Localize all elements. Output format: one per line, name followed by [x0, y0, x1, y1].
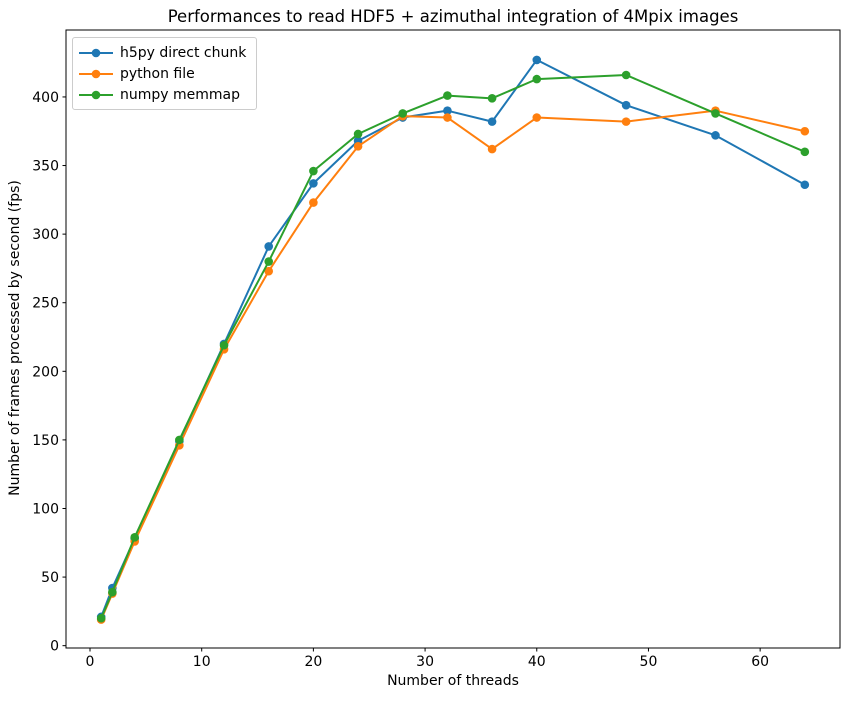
- data-point-h5py-direct-chunk-64: [800, 180, 810, 190]
- data-point-python-file-20: [309, 198, 318, 207]
- legend-label: h5py direct chunk: [120, 44, 247, 61]
- legend-line-marker-icon: [79, 69, 113, 78]
- y-tick-label: 350: [32, 159, 59, 175]
- chart-title: Performances to read HDF5 + azimuthal in…: [167, 7, 739, 26]
- legend-line-marker-icon: [79, 48, 113, 57]
- data-point-h5py-direct-chunk-36: [487, 117, 497, 126]
- legend-label: numpy memmap: [120, 86, 240, 103]
- y-tick-label: 100: [32, 501, 59, 517]
- y-tick-label: 250: [32, 296, 59, 312]
- y-tick-label: 400: [32, 90, 59, 106]
- y-tick-label: 200: [32, 364, 59, 380]
- axes-frame: [65, 29, 841, 649]
- data-point-numpy-memmap-4: [130, 532, 139, 542]
- data-point-h5py-direct-chunk-40: [532, 55, 542, 65]
- data-point-numpy-memmap-2: [108, 587, 117, 597]
- legend-entry-python-file: python file: [79, 63, 246, 84]
- data-point-numpy-memmap-36: [487, 94, 497, 103]
- data-point-python-file-24: [353, 142, 363, 151]
- y-tick-label: 150: [32, 433, 59, 449]
- data-point-h5py-direct-chunk-20: [309, 179, 318, 188]
- data-point-python-file-48: [621, 117, 631, 126]
- x-axis-label: Number of threads: [387, 673, 519, 689]
- legend-line-marker-icon: [79, 90, 113, 99]
- legend-entry-numpy-memmap: numpy memmap: [79, 84, 246, 105]
- data-point-numpy-memmap-64: [800, 147, 810, 157]
- x-tick-label: 60: [751, 654, 769, 670]
- legend-entry-h5py-direct-chunk: h5py direct chunk: [79, 42, 246, 63]
- data-point-numpy-memmap-16: [264, 257, 274, 266]
- data-point-numpy-memmap-12: [219, 340, 229, 350]
- x-tick-label: 10: [193, 654, 211, 670]
- data-point-python-file-32: [443, 113, 452, 122]
- data-point-numpy-memmap-56: [711, 109, 720, 118]
- data-point-python-file-16: [264, 266, 274, 276]
- y-tick-label: 50: [41, 570, 59, 586]
- data-point-numpy-memmap-28: [398, 109, 408, 118]
- series-line-python-file: [100, 109, 806, 620]
- x-tick-label: 20: [304, 654, 322, 670]
- data-point-numpy-memmap-48: [621, 70, 631, 80]
- data-point-h5py-direct-chunk-56: [711, 131, 720, 140]
- x-tick-label: 40: [528, 654, 546, 670]
- data-point-numpy-memmap-40: [532, 74, 542, 84]
- data-point-h5py-direct-chunk-48: [621, 100, 631, 110]
- y-axis-label: Number of frames processed by second (fp…: [7, 180, 23, 496]
- data-point-python-file-64: [800, 126, 810, 136]
- data-point-h5py-direct-chunk-16: [264, 242, 274, 251]
- data-point-python-file-40: [532, 113, 542, 122]
- data-point-h5py-direct-chunk-32: [443, 106, 452, 115]
- data-point-numpy-memmap-24: [353, 129, 363, 139]
- series-line-numpy-memmap: [100, 73, 806, 619]
- x-tick-label: 0: [86, 654, 95, 670]
- x-tick-label: 50: [640, 654, 658, 670]
- legend-label: python file: [120, 65, 195, 82]
- data-point-numpy-memmap-1: [96, 613, 106, 623]
- y-tick-label: 300: [32, 227, 59, 243]
- legend: h5py direct chunk python file numpy memm…: [72, 37, 258, 110]
- y-tick-label: 0: [50, 639, 59, 655]
- data-point-numpy-memmap-32: [443, 91, 452, 100]
- series-line-h5py-direct-chunk: [100, 58, 806, 618]
- data-point-numpy-memmap-8: [175, 435, 184, 445]
- x-tick-label: 30: [416, 654, 434, 670]
- data-point-numpy-memmap-20: [309, 166, 318, 176]
- data-point-python-file-36: [487, 144, 497, 154]
